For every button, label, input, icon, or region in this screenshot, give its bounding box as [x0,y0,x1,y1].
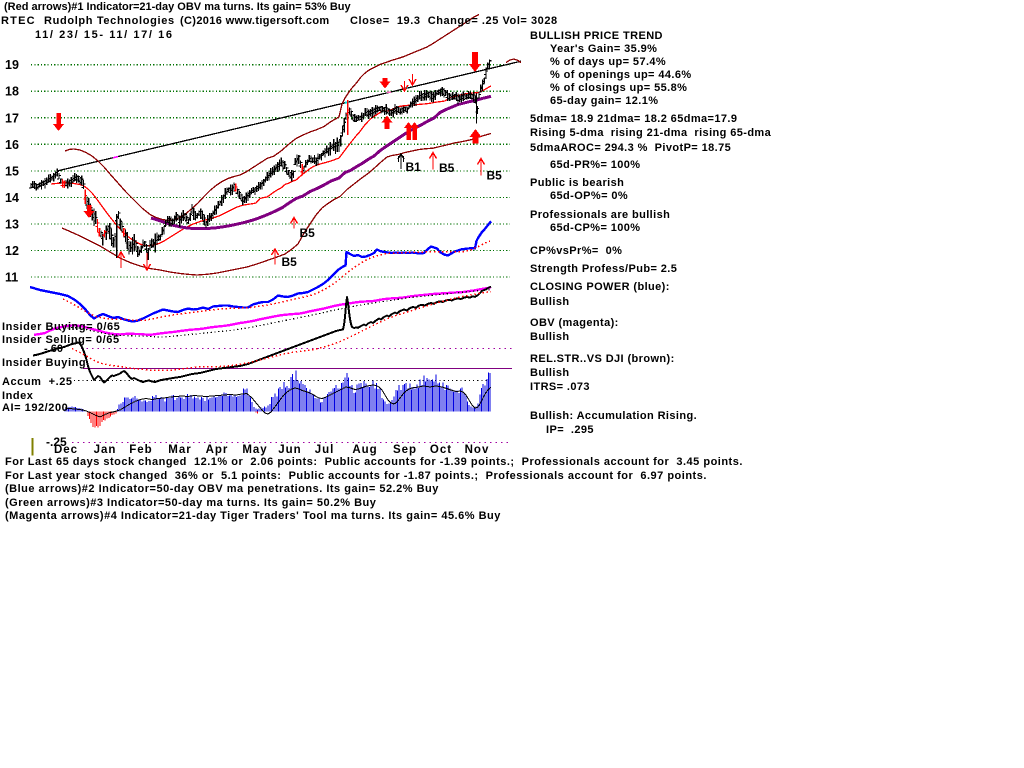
svg-text:B5: B5 [300,226,316,240]
svg-text:13: 13 [5,217,19,231]
svg-text:12: 12 [5,244,19,258]
svg-text:B5: B5 [439,161,455,175]
svg-text:B5: B5 [487,169,503,183]
svg-text:B5: B5 [282,255,298,269]
svg-text:15: 15 [5,164,19,178]
svg-text:14: 14 [5,191,19,205]
svg-text:B1: B1 [406,160,422,174]
svg-text:19: 19 [5,58,19,72]
svg-text:11: 11 [5,271,18,285]
svg-text:18: 18 [5,85,19,99]
svg-text:16: 16 [5,138,19,152]
svg-text:17: 17 [5,111,19,125]
